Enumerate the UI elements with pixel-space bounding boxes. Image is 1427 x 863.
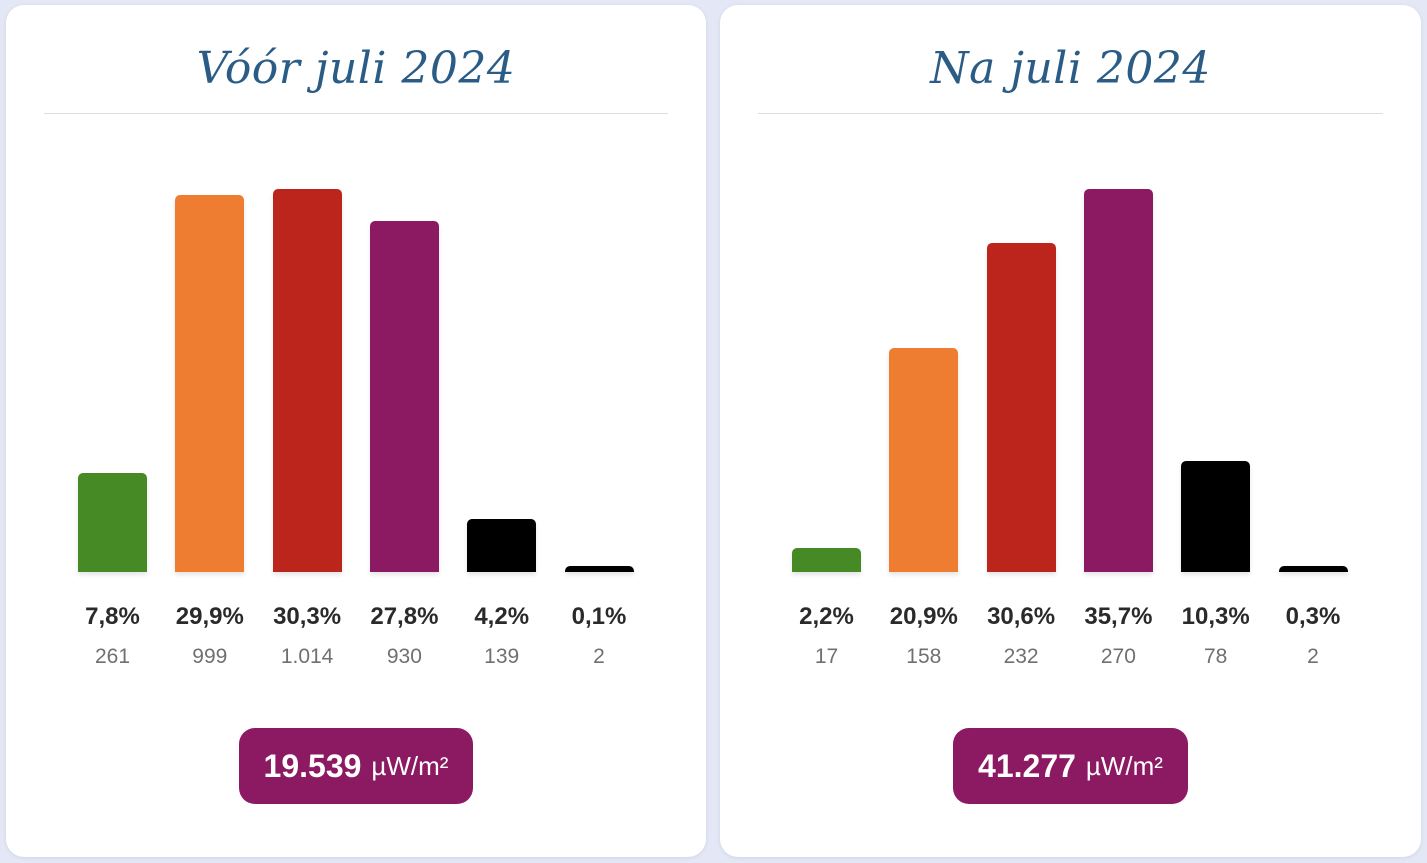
count-label: 78: [1204, 645, 1228, 668]
bar-6: [564, 566, 634, 572]
total-value: 41.277: [978, 747, 1076, 784]
percent-label: 29,9%: [175, 603, 244, 630]
bar-1: [792, 547, 861, 572]
bar-5: [467, 519, 537, 572]
percent-label: 4,2%: [474, 603, 530, 630]
count-label: 2: [593, 645, 605, 668]
percent-label: 10,3%: [1181, 603, 1250, 630]
chart-card-before: Vóór juli 2024 7,8% 261 29,9% 999 30,3% 1.014…: [6, 5, 706, 857]
bar-4: [369, 220, 439, 572]
percent-label: 7,8%: [85, 603, 140, 630]
percent-label: 0,1%: [571, 603, 627, 630]
bar-6: [1278, 566, 1348, 572]
count-label: 158: [906, 645, 942, 668]
total-badge: 19.539 µW/m²: [238, 728, 474, 804]
percent-label: 35,7%: [1084, 603, 1153, 630]
count-label: 999: [192, 645, 228, 668]
count-label: 232: [1003, 645, 1039, 668]
title-divider: [44, 113, 668, 114]
percent-label: 30,6%: [987, 603, 1056, 630]
bar-3: [986, 242, 1056, 572]
chart-title: Na juli 2024: [930, 43, 1211, 94]
bar-3: [272, 189, 342, 572]
percent-label: 20,9%: [889, 603, 958, 630]
bar-2: [889, 347, 959, 572]
percent-label: 2,2%: [799, 603, 854, 630]
chart-card-after: Na juli 2024 2,2% 17 20,9% 158 30,6% 232 35,7%…: [720, 5, 1421, 857]
count-label: 2: [1307, 645, 1319, 668]
title-divider: [758, 113, 1383, 114]
count-label: 270: [1100, 645, 1136, 668]
percent-label: 0,3%: [1285, 603, 1341, 630]
total-unit: µW/m²: [1085, 750, 1163, 781]
bar-1: [78, 473, 147, 572]
total-unit: µW/m²: [371, 750, 449, 781]
bar-4: [1083, 189, 1153, 572]
total-value: 19.539: [263, 747, 362, 784]
count-label: 17: [814, 645, 839, 668]
count-label: 930: [386, 645, 422, 668]
count-label: 139: [484, 645, 520, 668]
count-label: 1.014: [280, 645, 334, 668]
bar-5: [1181, 461, 1251, 572]
bar-2: [175, 194, 245, 572]
percent-label: 27,8%: [370, 603, 439, 630]
chart-title: Vóór juli 2024: [196, 43, 516, 94]
total-badge: 41.277 µW/m²: [953, 728, 1188, 804]
count-label: 261: [94, 645, 131, 668]
percent-label: 30,3%: [273, 603, 342, 630]
